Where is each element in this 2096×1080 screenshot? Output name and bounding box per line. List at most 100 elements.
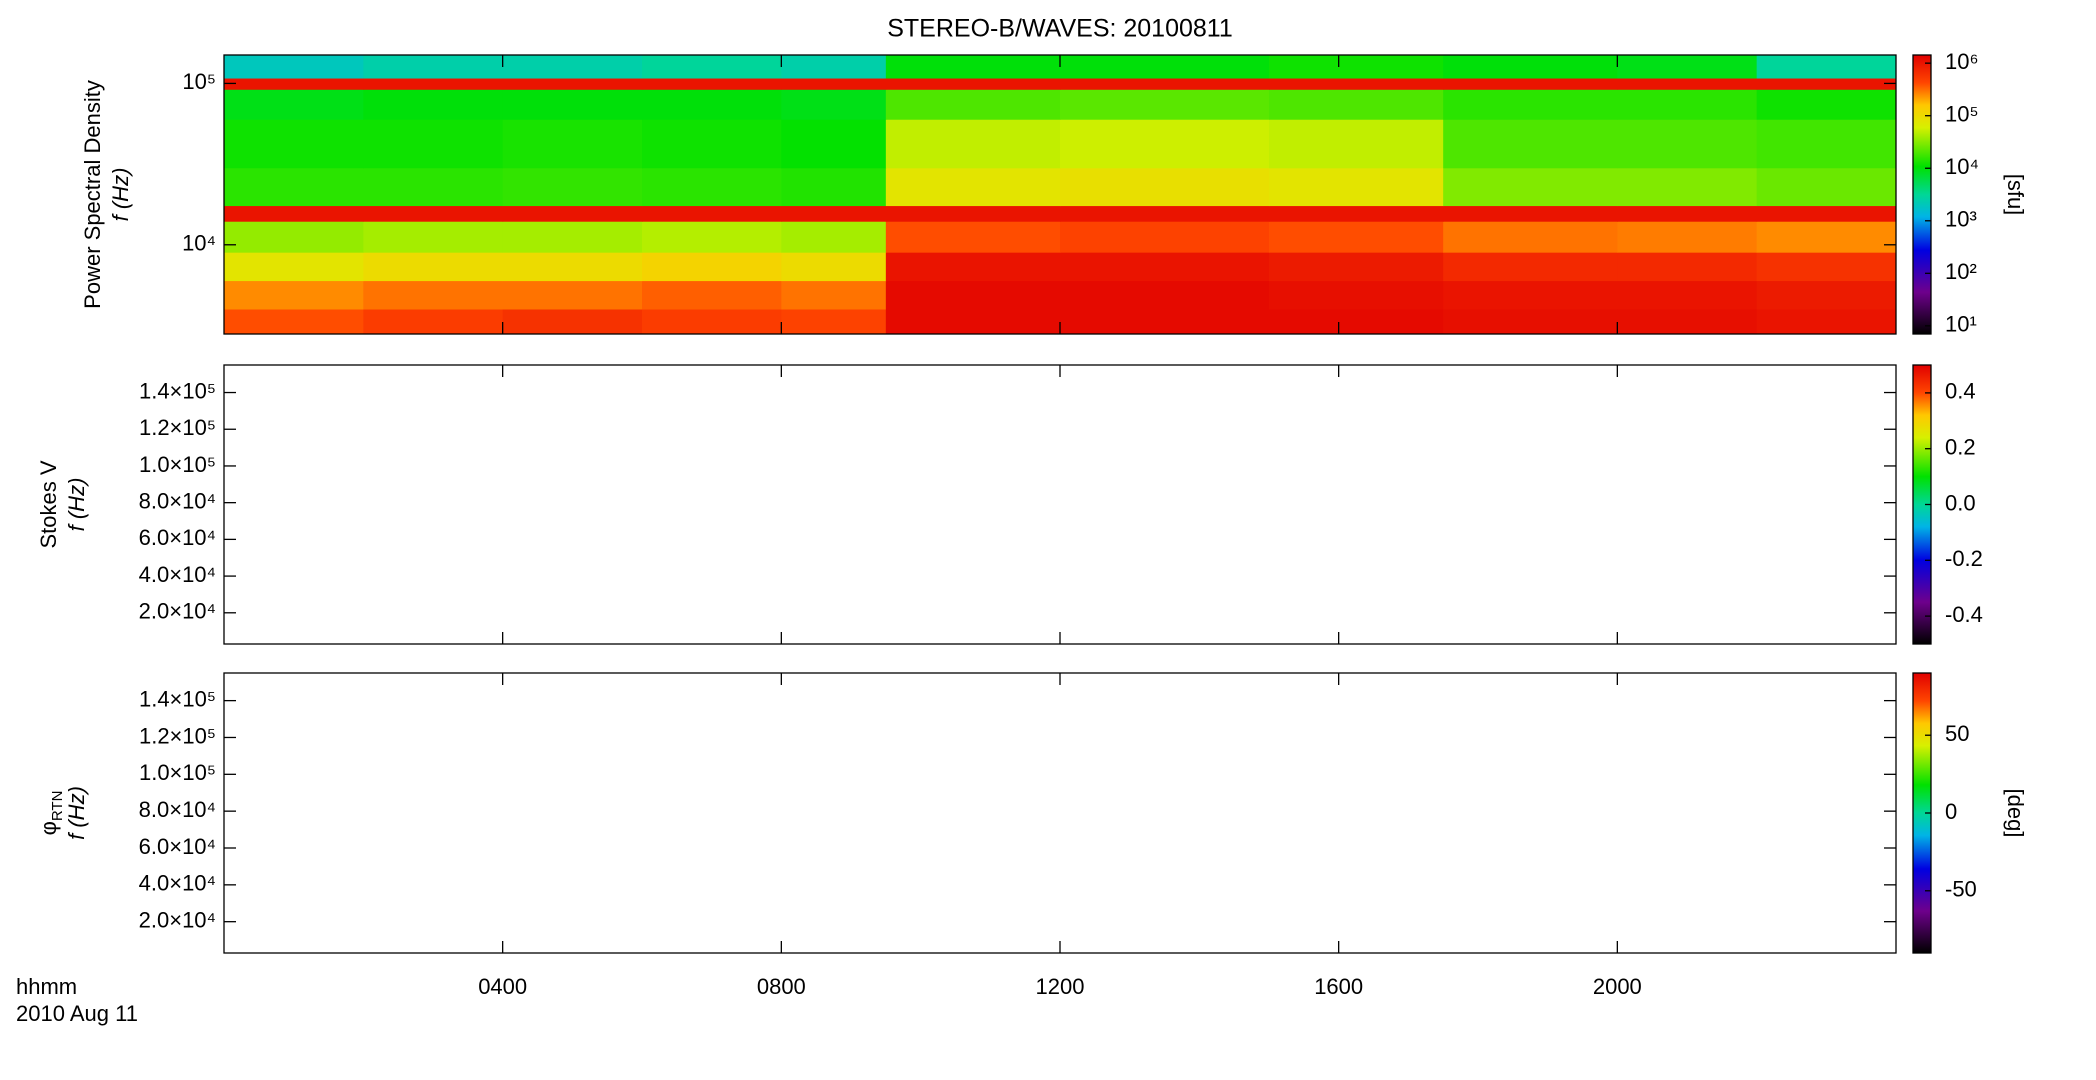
- y-tick-label: 6.0×10⁴: [139, 834, 216, 859]
- y-tick-label: 10⁴: [182, 231, 216, 256]
- heatmap-cell: [1443, 55, 1618, 79]
- heatmap-cell: [1756, 309, 1897, 335]
- y-tick-label: 2.0×10⁴: [139, 599, 216, 624]
- heatmap-cell: [1443, 167, 1618, 207]
- heatmap-cell: [1269, 78, 1444, 90]
- heatmap-cell: [363, 167, 504, 207]
- heatmap-cell: [1269, 55, 1444, 79]
- heatmap-cell: [1060, 55, 1270, 79]
- heatmap-cell: [224, 252, 364, 282]
- heatmap-cell: [885, 55, 1061, 79]
- heatmap-cell: [1443, 221, 1618, 253]
- colorbar-label: [deg]: [2003, 789, 2028, 838]
- colorbar-tick-label: 50: [1945, 721, 1969, 746]
- colorbar-tick-label: 10⁵: [1945, 102, 1979, 127]
- colorbar-tick-label: 0.0: [1945, 490, 1976, 515]
- heatmap-cell: [642, 78, 782, 90]
- heatmap-cell: [885, 167, 1061, 207]
- heatmap-cell: [1756, 89, 1897, 120]
- heatmap-cell: [1443, 252, 1618, 282]
- heatmap-cell: [885, 78, 1061, 90]
- heatmap-cell: [885, 205, 1061, 222]
- heatmap-cell: [1269, 280, 1444, 310]
- y-tick-label: 8.0×10⁴: [139, 488, 216, 513]
- heatmap-cell: [1269, 309, 1444, 335]
- heatmap-cell: [1617, 205, 1758, 222]
- heatmap-cell: [1060, 205, 1270, 222]
- heatmap-cell: [642, 167, 782, 207]
- heatmap-cell: [1756, 55, 1897, 79]
- heatmap-cell: [642, 55, 782, 79]
- heatmap-cell: [781, 280, 887, 310]
- heatmap-cell: [363, 78, 504, 90]
- heatmap-cell: [1269, 167, 1444, 207]
- heatmap-cell: [781, 221, 887, 253]
- heatmap-cell: [1756, 221, 1897, 253]
- colorbar-tick-label: -50: [1945, 877, 1977, 902]
- x-tick-label: 2000: [1593, 974, 1642, 999]
- heatmap-cell: [502, 119, 643, 169]
- heatmap-cell: [642, 252, 782, 282]
- y-tick-label: 1.2×10⁵: [139, 723, 216, 748]
- x-axis-label: hhmm: [16, 974, 77, 999]
- colorbar: [1913, 55, 1931, 334]
- heatmap-cell: [1269, 221, 1444, 253]
- y-tick-label: 4.0×10⁴: [139, 871, 216, 896]
- heatmap-cell: [781, 205, 887, 222]
- y-tick-label: 1.0×10⁵: [139, 760, 216, 785]
- heatmap-cell: [224, 205, 364, 222]
- heatmap-cell: [363, 205, 504, 222]
- heatmap-cell: [642, 280, 782, 310]
- heatmap-cell: [1269, 252, 1444, 282]
- heatmap-cell: [1617, 309, 1758, 335]
- colorbar-tick-label: 0.2: [1945, 435, 1976, 460]
- heatmap-cell: [885, 119, 1061, 169]
- colorbar-frame: [1912, 54, 1932, 335]
- heatmap-cell: [885, 252, 1061, 282]
- y-tick-label: 6.0×10⁴: [139, 525, 216, 550]
- colorbar-tick-label: 0.4: [1945, 379, 1976, 404]
- heatmap-cell: [1756, 78, 1897, 90]
- heatmap-cell: [781, 89, 887, 120]
- heatmap-cell: [502, 221, 643, 253]
- heatmap-cell: [1443, 119, 1618, 169]
- heatmap-cell: [502, 89, 643, 120]
- heatmap-cell: [1269, 205, 1444, 222]
- heatmap-cell: [1060, 280, 1270, 310]
- y-tick-label: 10⁵: [182, 69, 216, 94]
- plot-frame: [223, 672, 1897, 954]
- heatmap-cell: [1756, 252, 1897, 282]
- heatmap-cell: [224, 309, 364, 335]
- heatmap-cell: [1060, 78, 1270, 90]
- colorbar-tick-label: 0: [1945, 799, 1957, 824]
- heatmap-cell: [363, 309, 504, 335]
- heatmap-cell: [1617, 252, 1758, 282]
- heatmap-cell: [363, 55, 504, 79]
- heatmap-cell: [1617, 78, 1758, 90]
- heatmap-cell: [1443, 309, 1618, 335]
- heatmap-cell: [781, 309, 887, 335]
- heatmap-cell: [1756, 205, 1897, 222]
- heatmap-cell: [502, 55, 643, 79]
- heatmap-cell: [1060, 252, 1270, 282]
- y-tick-label: 8.0×10⁴: [139, 797, 216, 822]
- y-tick-label: 1.4×10⁵: [139, 378, 216, 403]
- heatmap-cell: [502, 167, 643, 207]
- colorbar-tick-label: 10²: [1945, 259, 1977, 284]
- colorbar: [1913, 365, 1931, 644]
- heatmap-cell: [502, 309, 643, 335]
- x-tick-label: 0800: [757, 974, 806, 999]
- heatmap-cell: [1443, 89, 1618, 120]
- heatmap-cell: [1756, 119, 1897, 169]
- heatmap-cell: [502, 78, 643, 90]
- heatmap-cell: [224, 280, 364, 310]
- heatmap-cell: [224, 89, 364, 120]
- y-tick-label: 1.4×10⁵: [139, 686, 216, 711]
- heatmap-cell: [1617, 167, 1758, 207]
- heatmap-cell: [781, 78, 887, 90]
- heatmap-cell: [502, 205, 643, 222]
- heatmap-cell: [502, 252, 643, 282]
- heatmap-cell: [1617, 119, 1758, 169]
